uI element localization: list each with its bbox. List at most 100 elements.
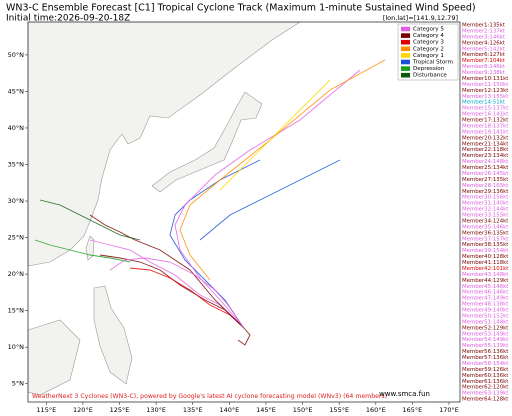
member-label: Member63:139kt — [462, 391, 508, 397]
member-label: Member37:157kt — [462, 236, 508, 242]
legend-label: Category 3 — [413, 40, 444, 46]
legend-swatch — [401, 46, 410, 52]
member-label: Member44:129kt — [462, 278, 508, 284]
track — [89, 214, 244, 328]
member-label: Member28:165kt — [462, 183, 508, 189]
legend-label: Disturbance — [413, 73, 447, 79]
track — [219, 79, 331, 191]
member-label: Member8:146kt — [462, 64, 505, 70]
legend-swatch — [401, 53, 410, 58]
member-label: Member24:148kt — [462, 159, 508, 165]
member-label: Member59:126kt — [462, 367, 508, 373]
member-label: Member38:135kt — [462, 242, 508, 248]
member-label: Member13:155kt — [462, 94, 508, 100]
y-tick-label: 45°N — [8, 87, 25, 95]
member-label: Member36:135kt — [462, 230, 508, 236]
member-label: Member30:156kt — [462, 195, 508, 201]
legend-label: Category 4 — [413, 33, 444, 39]
y-tick-label: 30°N — [8, 197, 25, 205]
member-label: Member49:140kt — [462, 308, 508, 314]
legend-label: Tropical Storm — [412, 60, 453, 66]
member-label: Member9:138kt — [462, 70, 505, 76]
member-label: Member51:148kt — [462, 319, 508, 325]
y-tick-label: 15°N — [8, 307, 25, 315]
member-label: Member6:127kt — [462, 52, 505, 58]
y-tick-label: 25°N — [8, 234, 25, 242]
member-label: Member11:150kt — [462, 82, 508, 88]
member-label: Member34:124kt — [462, 218, 508, 224]
member-label: Member60:136kt — [462, 373, 508, 379]
legend-swatch — [401, 59, 410, 65]
member-label: Member1:135kt — [462, 23, 505, 29]
member-label: Member39:154kt — [462, 248, 508, 254]
philippines — [93, 285, 133, 385]
member-label: Member25:134kt — [462, 165, 508, 171]
track — [109, 257, 244, 328]
legend-swatch — [401, 33, 410, 38]
member-label: Member27:135kt — [462, 177, 508, 183]
member-label: Member31:140kt — [462, 201, 508, 207]
member-label: Member4:126kt — [462, 40, 505, 46]
legend-label: Category 2 — [413, 46, 444, 52]
x-tick-label: 115°E — [36, 406, 56, 414]
member-label: Member35:146kt — [462, 224, 508, 230]
member-label: Member42:101kt — [462, 266, 508, 272]
member-label: Member18:137kt — [462, 123, 508, 129]
member-label: Member21:134kt — [462, 141, 508, 147]
footer-site: www.smca.fun — [379, 390, 430, 398]
y-tick-label: 20°N — [8, 270, 25, 278]
track — [99, 254, 244, 328]
map-frame — [27, 21, 461, 403]
land — [27, 21, 302, 396]
x-tick-label: 160°E — [366, 406, 386, 414]
member-label: Member62:120kt — [462, 385, 508, 391]
member-label: Member53:149kt — [462, 331, 508, 337]
y-tick-label: 50°N — [8, 51, 25, 59]
member-label: Member10:131kt — [462, 76, 508, 82]
footer-model: WeatherNext 3 Cyclones (WN3-C), powered … — [32, 393, 387, 400]
x-tick-label: 170°E — [439, 406, 459, 414]
member-label: Member32:144kt — [462, 207, 508, 213]
x-tick-label: 150°E — [293, 406, 313, 414]
y-tick-label: 35°N — [8, 161, 25, 169]
member-label: Member3:146kt — [462, 34, 505, 40]
x-tick-label: 155°E — [329, 406, 349, 414]
axes: 115°E 120°E 125°E 130°E 135°E 140°E 145°E 150°E… — [8, 51, 459, 414]
member-label: Member43:148kt — [462, 272, 508, 278]
member-label: Member20:132kt — [462, 135, 508, 141]
position: [lon,lat]=[141.9,12.79] — [383, 14, 458, 22]
member-label: Member57:136kt — [462, 355, 508, 361]
member-label: Member33:155kt — [462, 213, 508, 219]
member-label: Member52:129kt — [462, 325, 508, 331]
track — [179, 59, 386, 281]
member-label: Member47:149kt — [462, 296, 508, 302]
member-label: Member58:154kt — [462, 361, 508, 367]
y-tick-label: 10°N — [8, 343, 25, 351]
member-label: Member16:141kt — [462, 112, 508, 118]
member-label: Member15:137kt — [462, 106, 508, 112]
member-label: Member64:128kt — [462, 397, 508, 403]
member-label: Member41:118kt — [462, 260, 508, 266]
legend-label: Category 5 — [413, 27, 444, 33]
track — [89, 239, 244, 328]
legend-label: Depression — [413, 66, 445, 72]
x-tick-label: 120°E — [73, 406, 93, 414]
member-label: Member23:134kt — [462, 153, 508, 159]
legend-swatch — [401, 66, 410, 71]
track — [39, 199, 141, 241]
x-tick-label: 140°E — [219, 406, 239, 414]
member-label: Member46:146kt — [462, 290, 508, 296]
member-label: Member40:128kt — [462, 254, 508, 260]
title: WN3-C Ensemble Forecast [C1] Tropical Cy… — [6, 3, 476, 14]
member-label: Member26:145kt — [462, 171, 508, 177]
x-tick-label: 130°E — [146, 406, 166, 414]
japan — [151, 91, 263, 193]
member-label: Member7:104kt — [462, 58, 505, 64]
member-label: Member45:146kt — [462, 284, 508, 290]
member-label: Member54:149kt — [462, 337, 508, 343]
x-tick-label: 125°E — [110, 406, 130, 414]
legend-label: Category 1 — [413, 53, 444, 59]
legend-swatch — [401, 72, 410, 78]
